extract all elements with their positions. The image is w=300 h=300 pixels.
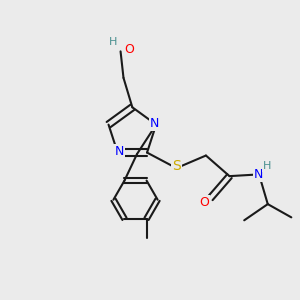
Text: N: N <box>254 168 264 181</box>
Text: O: O <box>199 196 209 209</box>
Text: H: H <box>109 37 117 46</box>
Text: N: N <box>150 117 159 130</box>
Text: N: N <box>114 145 124 158</box>
Text: O: O <box>124 44 134 56</box>
Text: S: S <box>172 159 181 173</box>
Text: H: H <box>263 161 272 171</box>
